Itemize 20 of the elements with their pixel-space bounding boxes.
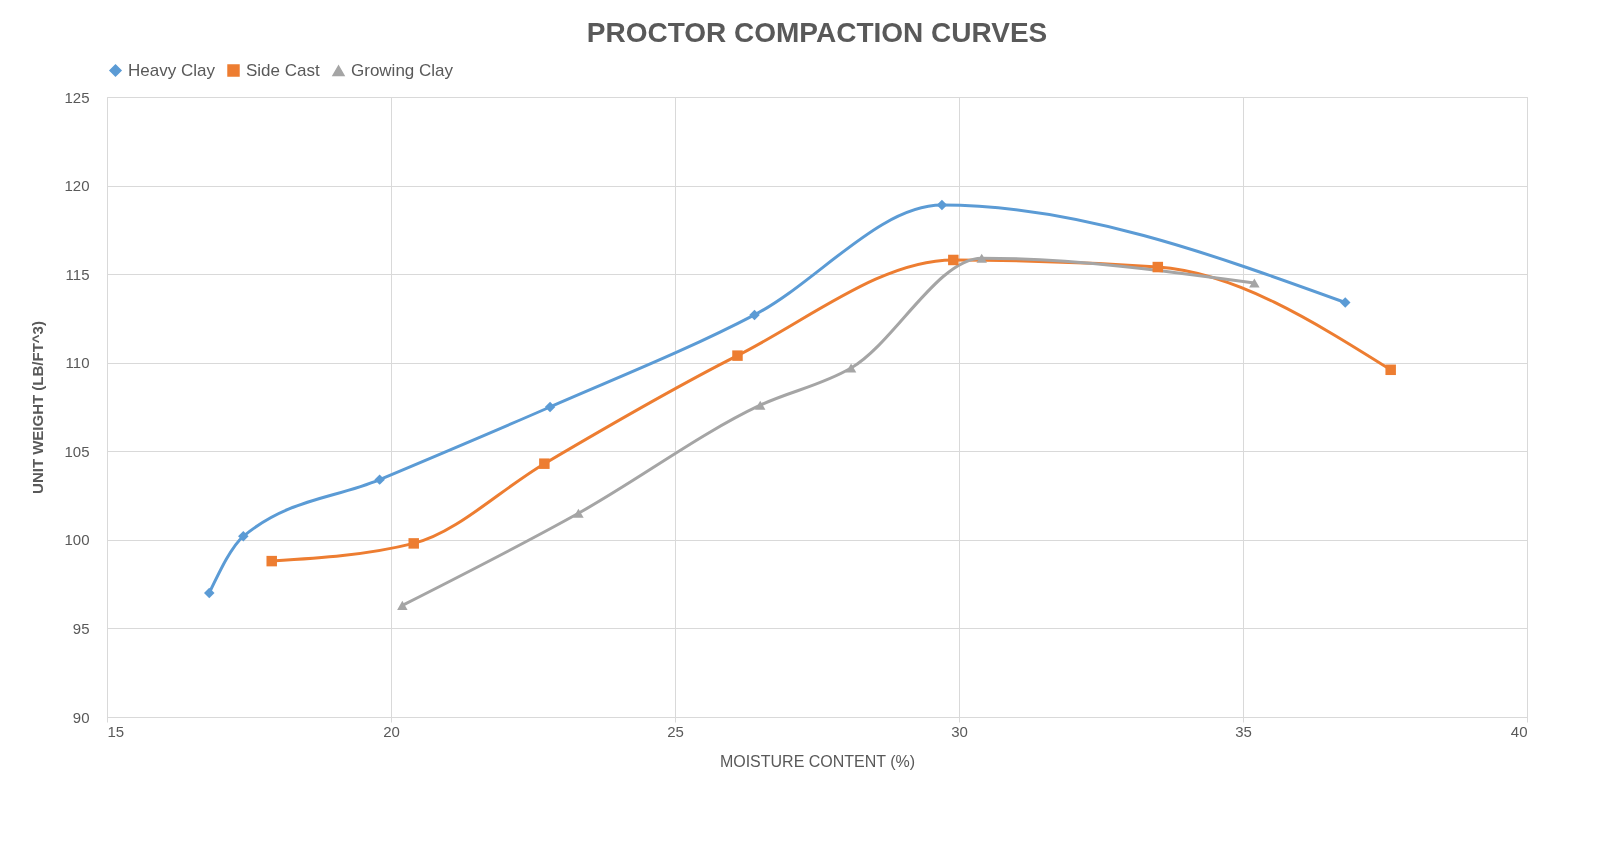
y-tick-label: 105 [64,442,90,460]
y-tick-label: 115 [65,265,90,283]
x-tick-label: 15 [107,722,125,740]
y-tick-label: 90 [72,708,90,726]
chart-title: PROCTOR COMPACTION CURVES [586,17,1048,48]
y-tick-label: 95 [72,619,90,637]
x-axis-title: MOISTURE CONTENT (%) [719,752,916,770]
legend-label: Growing Clay [351,60,454,80]
y-tick-label: 110 [65,354,90,372]
x-tick-label: 35 [1235,722,1252,740]
legend-label: Side Cast [246,60,320,80]
y-tick-label: 120 [64,177,90,195]
y-tick-label: 125 [64,88,90,106]
legend-label: Heavy Clay [128,60,216,80]
y-tick-label: 100 [64,531,90,549]
x-tick-label: 40 [1510,722,1528,740]
x-tick-label: 20 [383,722,400,740]
x-tick-label: 25 [667,722,684,740]
y-axis-title: UNIT WEIGHT (LB/FT^3) [29,321,47,494]
x-tick-label: 30 [951,722,968,740]
